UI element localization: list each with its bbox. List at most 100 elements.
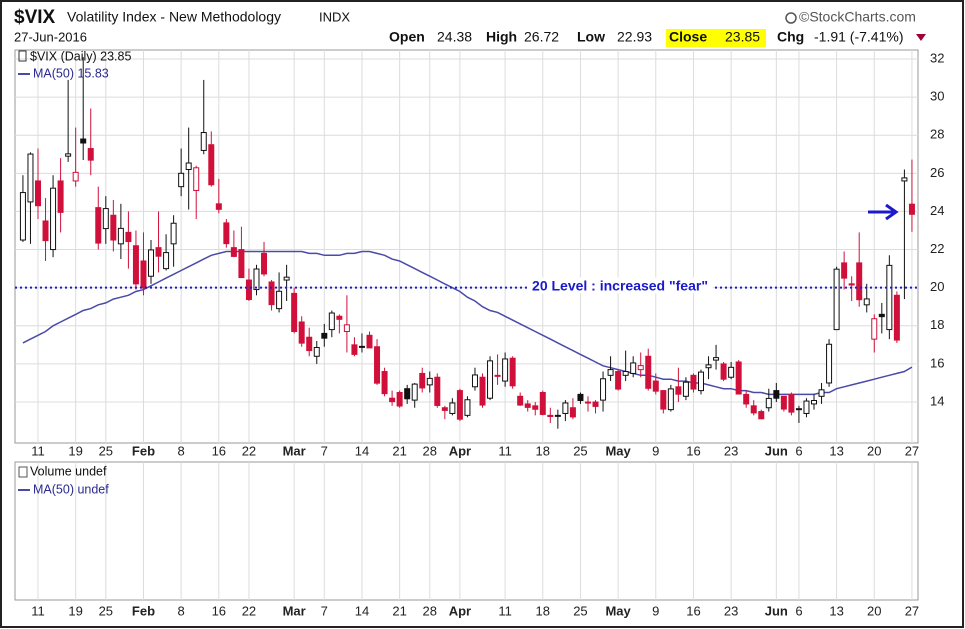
- candle-body: [547, 414, 554, 418]
- candle-body: [464, 399, 471, 416]
- candle-body: [750, 405, 757, 414]
- x-tick-label: 28: [423, 443, 437, 458]
- candle-body: [532, 405, 539, 410]
- candle-body: [743, 393, 750, 405]
- candle-body: [291, 292, 298, 333]
- candle-body: [50, 187, 57, 251]
- candle-body: [871, 318, 878, 340]
- x-tick-label: 6: [795, 603, 802, 618]
- candle-body: [471, 374, 478, 388]
- x-tick-label: 22: [242, 603, 256, 618]
- candle-body: [562, 402, 569, 414]
- candle-body: [893, 294, 900, 341]
- y-tick-label: 28: [930, 127, 944, 142]
- annotation-bg: [527, 277, 713, 294]
- x-tick-label: 16: [212, 443, 226, 458]
- candle-body: [35, 180, 41, 207]
- candle-body: [351, 344, 358, 355]
- candle-body: [132, 245, 139, 285]
- candle-body: [863, 298, 870, 306]
- candle-body: [95, 207, 102, 244]
- candle-body: [735, 361, 742, 395]
- candle-body: [276, 290, 283, 310]
- candle-body: [509, 357, 516, 387]
- candle-body: [577, 393, 584, 401]
- quote-value: 24.38: [437, 29, 472, 45]
- quote-value: 26.72: [524, 29, 559, 45]
- candle-body: [660, 390, 667, 410]
- x-tick-label: 25: [99, 603, 113, 618]
- candle-body: [230, 247, 237, 257]
- x-tick-label: 11: [31, 443, 45, 458]
- candle-body: [19, 192, 26, 241]
- x-tick-label: 27: [905, 603, 919, 618]
- candle-body: [238, 249, 245, 279]
- candle-body: [487, 360, 494, 399]
- exchange: INDX: [319, 9, 350, 24]
- x-tick-label: 16: [686, 443, 700, 458]
- candle-body: [788, 393, 795, 413]
- x-tick-label: 20: [867, 443, 881, 458]
- x-tick-label: 13: [829, 443, 843, 458]
- candle-body: [306, 336, 313, 352]
- candle-body: [811, 399, 818, 405]
- x-tick-label: Mar: [283, 603, 306, 618]
- candle-body: [592, 401, 599, 407]
- x-tick-label: 27: [905, 443, 919, 458]
- x-tick-label: Feb: [132, 443, 155, 458]
- candle-body: [57, 180, 64, 213]
- x-tick-label: Jun: [765, 603, 788, 618]
- x-tick-label: 28: [423, 603, 437, 618]
- candle-body: [780, 395, 787, 410]
- candle-body: [675, 386, 682, 395]
- y-tick-label: 22: [930, 241, 944, 256]
- x-tick-label: 16: [212, 603, 226, 618]
- candle-body: [396, 391, 403, 407]
- x-tick-label: Feb: [132, 603, 155, 618]
- candle-body: [826, 343, 833, 384]
- quote-value: 23.85: [725, 29, 760, 45]
- candle-body: [645, 355, 652, 389]
- x-tick-label: Apr: [449, 443, 471, 458]
- candle-body: [818, 389, 825, 397]
- candle-body: [125, 231, 132, 243]
- x-tick-label: Mar: [283, 443, 306, 458]
- candle-body: [419, 372, 426, 389]
- quote-value: 22.93: [617, 29, 652, 45]
- candle-body: [908, 203, 915, 215]
- x-tick-label: 21: [392, 603, 406, 618]
- y-tick-label: 18: [930, 317, 944, 332]
- x-tick-label: 7: [321, 603, 328, 618]
- candle-body: [773, 390, 780, 399]
- candle-body: [705, 364, 712, 369]
- date: 27-Jun-2016: [14, 29, 87, 44]
- candle-body: [253, 268, 260, 291]
- candle-body: [374, 346, 381, 384]
- candle-body: [449, 402, 456, 414]
- x-tick-label: 11: [498, 443, 512, 458]
- candle-body: [411, 383, 418, 401]
- x-tick-label: 23: [724, 603, 738, 618]
- candle-body: [856, 262, 863, 301]
- candle-body: [245, 279, 252, 300]
- grid: [15, 50, 918, 600]
- candle-body: [426, 377, 433, 386]
- candle-body: [600, 378, 607, 401]
- candle-body: [652, 380, 659, 392]
- quote-value: -1.91 (-7.41%): [814, 29, 903, 45]
- candle-body: [193, 167, 200, 191]
- legend-icon: [18, 50, 27, 62]
- candle-body: [554, 414, 561, 417]
- y-tick-label: 14: [930, 393, 944, 408]
- legend-entry: $VIX (Daily) 23.85: [30, 49, 131, 63]
- candle-body: [178, 172, 185, 188]
- price-panel: [14, 49, 919, 444]
- quote-label: Close: [669, 29, 707, 45]
- candle-body: [65, 153, 72, 157]
- candle-body: [524, 403, 531, 408]
- candle-body: [517, 395, 524, 406]
- x-tick-label: 11: [31, 603, 45, 618]
- x-tick-label: Apr: [449, 603, 471, 618]
- candle-body: [765, 397, 772, 409]
